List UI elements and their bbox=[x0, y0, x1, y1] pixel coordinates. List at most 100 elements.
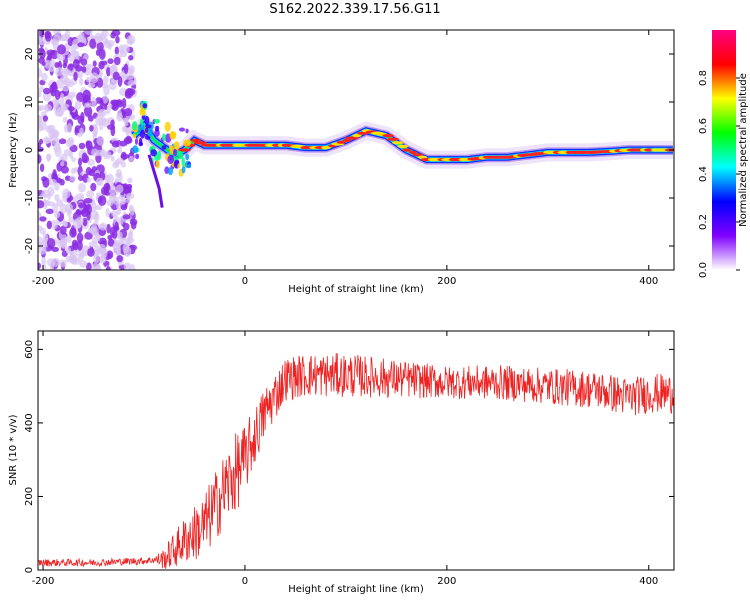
ridge-peak bbox=[344, 136, 359, 140]
noise-blob bbox=[67, 105, 75, 112]
snr-ytick-label: 600 bbox=[24, 340, 35, 359]
noise-blob bbox=[72, 59, 80, 69]
ridge-peak bbox=[336, 140, 347, 144]
noise-blob bbox=[42, 199, 51, 206]
noise-blob bbox=[41, 60, 46, 67]
noise-blob bbox=[98, 61, 105, 70]
noise-blob bbox=[79, 77, 84, 86]
noise-blob bbox=[98, 49, 106, 60]
noise-blob bbox=[123, 63, 129, 75]
noise-blob bbox=[87, 158, 95, 166]
noise-blob bbox=[38, 154, 42, 164]
colorbar-tick-label: 0.8 bbox=[698, 70, 709, 86]
snr-xtick-label: 0 bbox=[242, 576, 248, 587]
colorbar-ticks: 0.0 0.2 0.4 0.6 0.8 bbox=[698, 70, 740, 278]
noise-blob bbox=[38, 86, 45, 92]
noise-blob bbox=[63, 149, 72, 157]
noise-blob bbox=[59, 75, 69, 84]
noise-blob bbox=[79, 127, 84, 135]
noise-blob bbox=[106, 108, 111, 115]
noise-blob bbox=[97, 195, 107, 206]
noise-blob bbox=[95, 177, 104, 187]
noise-blob bbox=[123, 222, 130, 231]
noise-blob bbox=[53, 30, 61, 37]
noise-blob bbox=[78, 182, 86, 193]
turbulence-blob bbox=[169, 146, 175, 155]
noise-blob bbox=[89, 38, 97, 49]
noise-blob bbox=[64, 203, 74, 214]
noise-blob bbox=[107, 42, 113, 51]
spectrogram-ticks: -200 0 200 400 -20 -10 0 10 20 bbox=[24, 30, 674, 287]
noise-blob bbox=[117, 172, 123, 184]
noise-blob bbox=[66, 235, 72, 244]
noise-blob bbox=[100, 253, 107, 264]
turbulence-blob bbox=[146, 128, 153, 137]
noise-blob bbox=[62, 116, 68, 123]
turbulence-blob bbox=[185, 128, 189, 134]
noise-blob bbox=[90, 182, 97, 192]
snr-xtick-label: 200 bbox=[437, 576, 456, 587]
ridge-peak bbox=[382, 134, 394, 138]
noise-blob bbox=[46, 258, 56, 267]
snr-ytick-label: 400 bbox=[24, 413, 35, 432]
noise-blob bbox=[76, 232, 84, 244]
snr-ytick-label: 0 bbox=[24, 567, 35, 573]
noise-blob bbox=[120, 161, 127, 168]
noise-blob bbox=[52, 169, 57, 178]
noise-blob bbox=[130, 220, 137, 230]
noise-blob bbox=[115, 184, 124, 194]
noise-blob bbox=[91, 96, 97, 108]
noise-blob bbox=[52, 203, 59, 213]
noise-blob bbox=[56, 177, 63, 184]
noise-blob bbox=[38, 200, 45, 209]
noise-blob bbox=[79, 36, 87, 43]
ridge-peak bbox=[397, 144, 409, 148]
noise-blob bbox=[85, 203, 92, 215]
noise-blob bbox=[115, 245, 122, 256]
spectrogram-panel: -200 0 200 400 -20 -10 0 10 20 Height of straigh… bbox=[8, 29, 675, 295]
turbulence-blob bbox=[139, 118, 144, 126]
colorbar-tick-label: 0.0 bbox=[698, 262, 709, 278]
noise-blob bbox=[92, 60, 97, 67]
noise-blob bbox=[46, 49, 56, 56]
turbulence-blob bbox=[181, 165, 186, 174]
noise-blob bbox=[116, 208, 122, 215]
ridge-peak bbox=[356, 131, 369, 135]
turbulence-blob bbox=[139, 129, 146, 139]
noise-blob bbox=[79, 260, 88, 268]
noise-blob bbox=[38, 224, 43, 231]
noise-blob bbox=[62, 62, 68, 69]
noise-blob bbox=[49, 59, 56, 67]
noise-blob bbox=[126, 39, 134, 45]
noise-blob bbox=[101, 118, 110, 128]
noise-blob bbox=[54, 109, 64, 117]
turbulence-blob bbox=[141, 125, 145, 131]
noise-blob bbox=[93, 266, 99, 270]
noise-blob bbox=[50, 129, 59, 139]
turbulence-blob bbox=[157, 150, 162, 161]
turbulence-blob bbox=[173, 141, 180, 151]
noise-blob bbox=[71, 156, 76, 163]
snr-panel: -200 0 200 400 0 200 400 600 Height of straight… bbox=[8, 330, 675, 595]
noise-blob bbox=[38, 115, 43, 125]
spectrogram-xtick-label: 0 bbox=[242, 276, 248, 287]
noise-blob bbox=[122, 185, 129, 194]
ridge-peak bbox=[402, 148, 412, 152]
ridge-peak bbox=[412, 153, 424, 157]
colorbar-label: Normalized spectral amplitude bbox=[738, 73, 749, 227]
noise-blob bbox=[122, 214, 131, 220]
noise-blob bbox=[87, 227, 96, 234]
colorbar-gradient bbox=[712, 30, 736, 270]
noise-blob bbox=[96, 41, 104, 52]
noise-blob bbox=[95, 149, 105, 157]
turbulence-blob bbox=[162, 133, 166, 142]
noise-blob bbox=[123, 246, 132, 258]
noise-blob bbox=[38, 91, 42, 98]
turbulence-blob bbox=[144, 115, 150, 125]
spectrogram-xlabel: Height of straight line (km) bbox=[288, 284, 424, 295]
colorbar-tick-label: 0.6 bbox=[698, 118, 709, 134]
turbulence-blob bbox=[155, 159, 160, 169]
noise-blob bbox=[106, 223, 111, 234]
noise-blob bbox=[38, 243, 47, 255]
